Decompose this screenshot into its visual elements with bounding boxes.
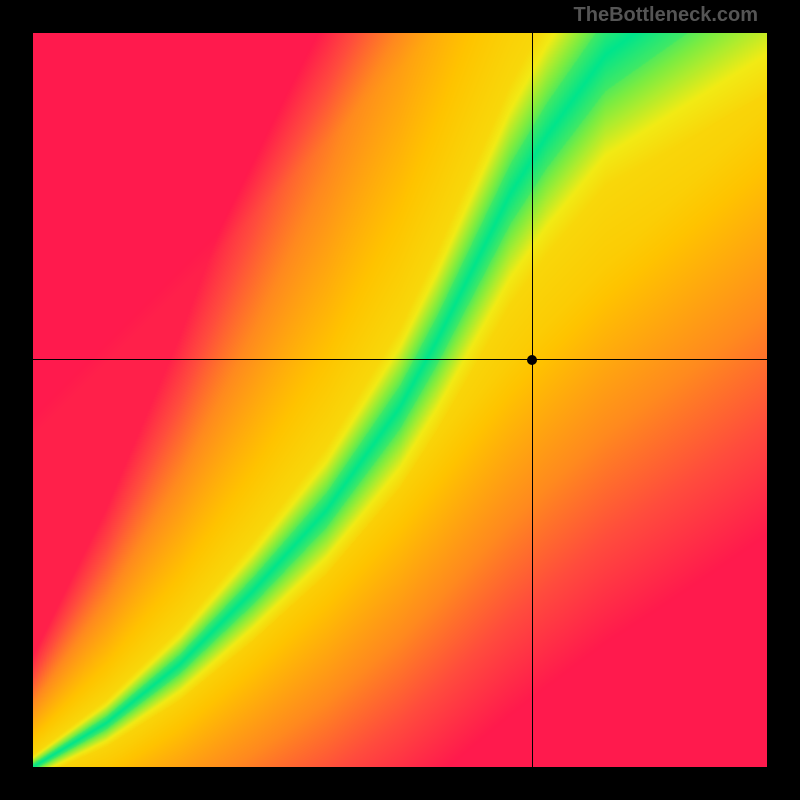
heatmap-canvas	[33, 33, 767, 767]
crosshair-vertical	[532, 33, 533, 767]
crosshair-horizontal	[33, 359, 767, 360]
attribution-text: TheBottleneck.com	[574, 4, 758, 27]
chart-frame: TheBottleneck.com	[0, 0, 800, 800]
crosshair-marker	[527, 355, 537, 365]
heatmap-plot	[33, 33, 767, 767]
